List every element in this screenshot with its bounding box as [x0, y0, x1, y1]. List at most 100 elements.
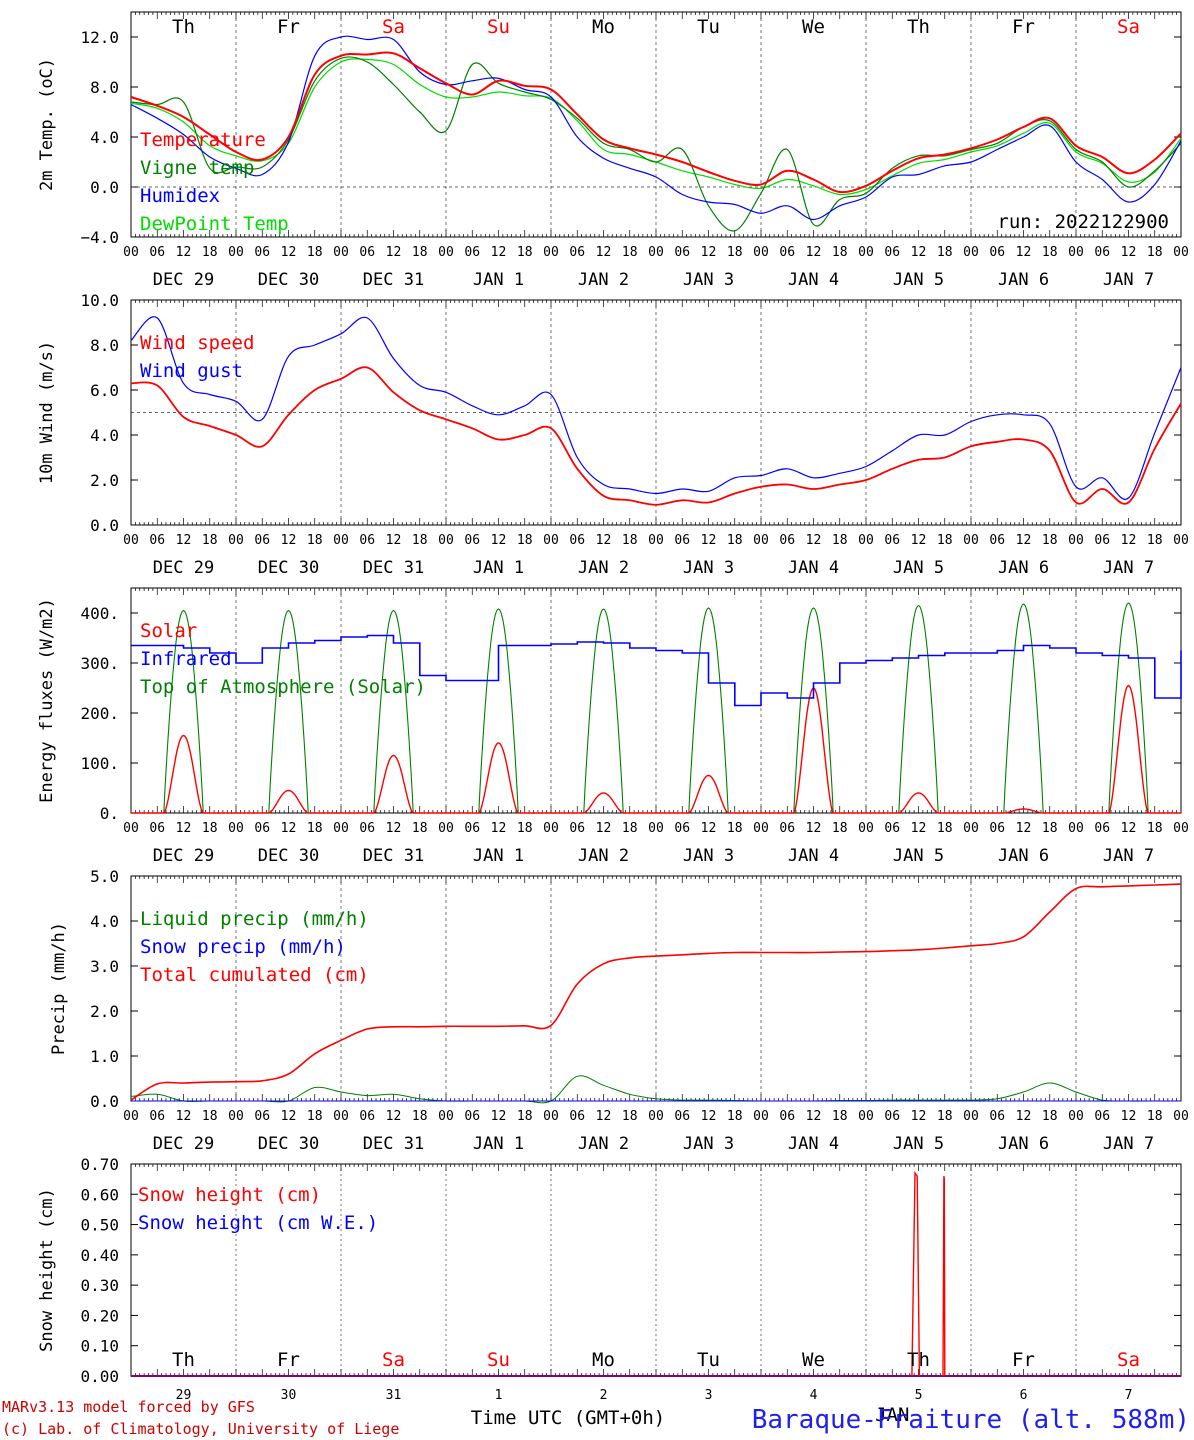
hour-tick-label: 18 — [727, 821, 743, 836]
date-label: DEC 29 — [153, 270, 214, 290]
hour-tick-label: 12 — [1121, 245, 1137, 260]
date-label: JAN 3 — [683, 270, 734, 290]
hour-tick-label: 12 — [1016, 821, 1032, 836]
hour-tick-label: 18 — [727, 533, 743, 548]
hour-tick-label: 18 — [202, 821, 218, 836]
y-axis-label: 10m Wind (m/s) — [37, 341, 57, 484]
hour-tick-label: 18 — [1042, 1109, 1058, 1124]
hour-tick-label: 00 — [963, 1109, 979, 1124]
date-label: DEC 29 — [153, 1134, 214, 1154]
day-name: Th — [172, 16, 195, 38]
infrared-line — [131, 634, 1182, 707]
hour-tick-label: 12 — [911, 245, 927, 260]
ytick-label: 0.30 — [80, 1276, 119, 1295]
hour-tick-label: 06 — [569, 821, 585, 836]
hour-tick-label: 00 — [438, 1109, 454, 1124]
panel-1: 12.0 8.0 4.0 0.0 −4.0 2m Temp. (oC) 00 06 12 18 00… — [37, 11, 1189, 290]
hour-tick-label: 06 — [884, 245, 900, 260]
hour-tick-label: 18 — [202, 1109, 218, 1124]
hour-tick-label: 12 — [491, 821, 507, 836]
bottom-day-number: 6 — [1020, 1388, 1028, 1403]
date-label: DEC 30 — [258, 270, 319, 290]
day-name-bottom: Mo — [592, 1349, 615, 1371]
hour-tick-label: 18 — [727, 1109, 743, 1124]
hour-tick-label: 12 — [701, 821, 717, 836]
day-name-bottom: Fr — [277, 1349, 300, 1371]
hour-tick-label: 00 — [963, 533, 979, 548]
ytick-label: 2.0 — [90, 471, 119, 490]
hour-tick-label: 12 — [806, 1109, 822, 1124]
hour-tick-label: 00 — [1173, 533, 1189, 548]
hour-tick-label: 18 — [937, 821, 953, 836]
legend-entry: Temperature — [140, 129, 266, 151]
plot-frame — [130, 587, 1182, 814]
hour-tick-label: 12 — [1016, 1109, 1032, 1124]
hour-tick-label: 00 — [858, 1109, 874, 1124]
hour-tick-label: 12 — [596, 245, 612, 260]
hour-tick-label: 18 — [517, 1109, 533, 1124]
hour-tick-label: 18 — [1042, 245, 1058, 260]
hour-tick-label: 00 — [228, 245, 244, 260]
hour-tick-label: 00 — [123, 1109, 139, 1124]
snow-spike-1 — [942, 1176, 946, 1377]
hour-tick-label: 06 — [989, 533, 1005, 548]
day-name-bottom: Sa — [1117, 1349, 1140, 1371]
ytick-label: 3.0 — [90, 957, 119, 976]
hour-tick-label: 06 — [359, 533, 375, 548]
date-label: JAN 1 — [473, 1134, 524, 1154]
hour-tick-label: 00 — [438, 533, 454, 548]
hour-tick-label: 12 — [386, 1109, 402, 1124]
hour-tick-label: 12 — [806, 821, 822, 836]
date-label: DEC 29 — [153, 558, 214, 578]
hour-tick-label: 06 — [464, 1109, 480, 1124]
day-name-bottom: Th — [172, 1349, 195, 1371]
hour-tick-label: 18 — [307, 533, 323, 548]
hour-tick-label: 12 — [176, 533, 192, 548]
hour-tick-label: 06 — [254, 821, 270, 836]
hour-tick-label: 12 — [1121, 1109, 1137, 1124]
hour-tick-label: 06 — [779, 1109, 795, 1124]
legend-entry: Solar — [140, 620, 197, 642]
y-axis-label: Energy fluxes (W/m2) — [37, 598, 57, 803]
ytick-label: 2.0 — [90, 1002, 119, 1021]
ytick-label: 4.0 — [90, 128, 119, 147]
hour-tick-label: 06 — [569, 533, 585, 548]
cumulated-precip-line — [130, 883, 1182, 1101]
solar-line — [131, 684, 1181, 814]
hour-tick-label: 18 — [517, 245, 533, 260]
day-name: Sa — [382, 16, 405, 38]
hour-tick-label: 12 — [176, 245, 192, 260]
date-label: DEC 30 — [258, 1134, 319, 1154]
hour-tick-label: 12 — [386, 821, 402, 836]
hour-tick-label: 18 — [202, 533, 218, 548]
hour-tick-label: 18 — [832, 533, 848, 548]
hour-tick-label: 00 — [753, 1109, 769, 1124]
hour-tick-label: 12 — [701, 533, 717, 548]
date-label: JAN 5 — [893, 846, 944, 866]
hour-tick-label: 06 — [359, 245, 375, 260]
day-name: Fr — [277, 16, 300, 38]
ytick-label: 8.0 — [90, 336, 119, 355]
hour-tick-label: 00 — [753, 245, 769, 260]
hour-tick-label: 12 — [596, 533, 612, 548]
hour-tick-label: 12 — [491, 533, 507, 548]
hour-tick-label: 12 — [281, 821, 297, 836]
ytick-label: 200. — [80, 704, 119, 723]
date-label: JAN 1 — [473, 558, 524, 578]
hour-tick-label: 00 — [753, 821, 769, 836]
legend-entry: Vigne temp — [140, 157, 254, 179]
date-label: DEC 31 — [363, 846, 424, 866]
hour-tick-label: 18 — [622, 245, 638, 260]
hour-tick-label: 18 — [307, 245, 323, 260]
hour-tick-label: 06 — [569, 245, 585, 260]
date-label: JAN 7 — [1103, 1134, 1154, 1154]
hour-tick-label: 12 — [281, 533, 297, 548]
hour-tick-label: 06 — [1094, 245, 1110, 260]
date-label: JAN 2 — [578, 270, 629, 290]
hour-tick-label: 00 — [648, 1109, 664, 1124]
hour-tick-label: 18 — [1042, 821, 1058, 836]
ytick-label: 10.0 — [80, 291, 119, 310]
hour-tick-label: 18 — [727, 245, 743, 260]
hour-tick-label: 12 — [701, 1109, 717, 1124]
date-label: JAN 3 — [683, 558, 734, 578]
